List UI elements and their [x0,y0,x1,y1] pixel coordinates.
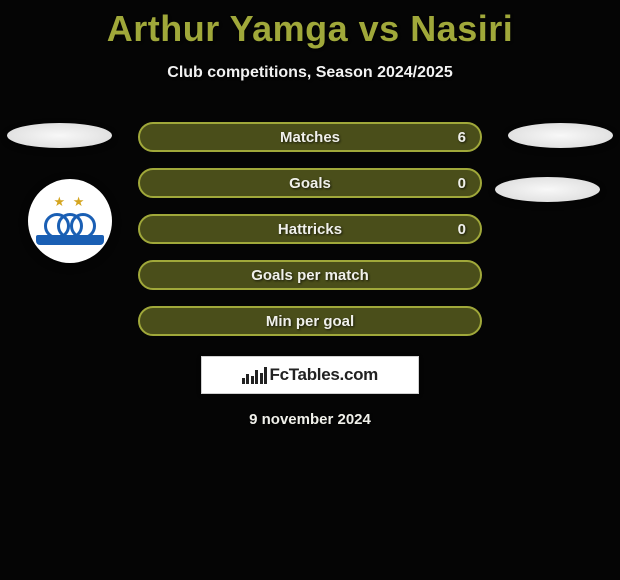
player-right-placeholder [508,123,613,148]
stat-row-matches: Matches 6 [138,122,482,152]
club-logo-left: ★ ★ [28,179,112,263]
stat-value-right: 0 [458,221,466,238]
brand-text: FcTables.com [269,365,378,385]
brand-watermark: FcTables.com [201,356,419,394]
stat-row-min-per-goal: Min per goal [138,306,482,336]
stat-label: Hattricks [278,221,342,238]
brand-bars-icon [242,367,268,384]
stats-table: Matches 6 Goals 0 Hattricks 0 Goals per … [138,122,482,352]
stat-row-goals-per-match: Goals per match [138,260,482,290]
stat-value-right: 6 [458,129,466,146]
club-banner-icon [36,235,104,245]
stat-row-goals: Goals 0 [138,168,482,198]
stat-label: Min per goal [266,313,354,330]
stat-label: Goals [289,175,331,192]
page-title: Arthur Yamga vs Nasiri [0,0,620,50]
page-subtitle: Club competitions, Season 2024/2025 [0,64,620,82]
club-right-placeholder [495,177,600,202]
footer-date: 9 november 2024 [0,411,620,428]
stat-label: Matches [280,129,340,146]
player-left-placeholder [7,123,112,148]
stat-value-right: 0 [458,175,466,192]
stat-row-hattricks: Hattricks 0 [138,214,482,244]
club-stars-icon: ★ ★ [54,195,87,208]
stat-label: Goals per match [251,267,369,284]
